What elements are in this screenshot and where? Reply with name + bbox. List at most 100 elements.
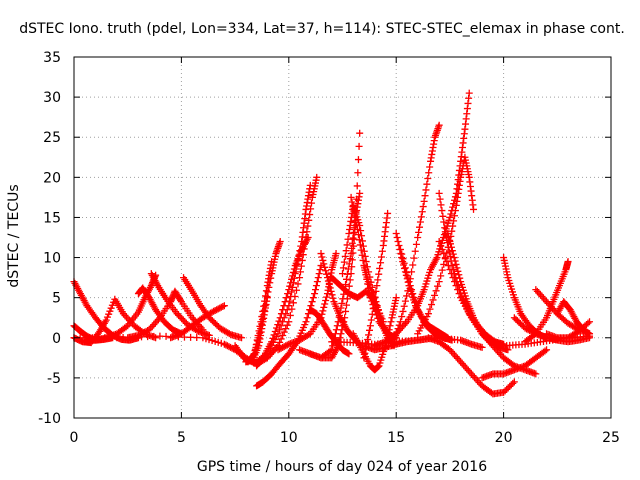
data-point bbox=[372, 287, 380, 295]
data-point bbox=[199, 334, 207, 342]
data-point bbox=[392, 294, 400, 302]
data-point bbox=[398, 250, 406, 258]
data-point bbox=[331, 330, 339, 338]
data-point bbox=[348, 198, 356, 206]
y-tick-label: -5 bbox=[47, 371, 61, 387]
data-point bbox=[216, 304, 224, 312]
data-point bbox=[276, 238, 284, 246]
data-point bbox=[450, 217, 458, 225]
data-point bbox=[308, 298, 316, 306]
data-point bbox=[344, 235, 352, 243]
data-point bbox=[307, 205, 315, 213]
data-point bbox=[276, 345, 284, 353]
data-point bbox=[370, 299, 378, 307]
data-point bbox=[448, 227, 456, 235]
data-point bbox=[446, 236, 454, 244]
data-point bbox=[193, 326, 201, 334]
data-point bbox=[451, 207, 459, 215]
data-point bbox=[366, 326, 374, 334]
data-point bbox=[95, 334, 103, 342]
x-tick-label: 5 bbox=[177, 430, 186, 446]
data-point bbox=[335, 313, 343, 321]
data-point bbox=[446, 266, 454, 274]
data-point bbox=[293, 260, 301, 268]
data-point bbox=[181, 318, 189, 326]
data-point bbox=[410, 254, 418, 262]
data-point bbox=[300, 245, 308, 253]
data-point bbox=[223, 342, 231, 350]
data-point bbox=[356, 241, 364, 249]
x-tick-label: 20 bbox=[495, 430, 513, 446]
data-point bbox=[417, 213, 425, 221]
data-point bbox=[277, 344, 285, 352]
data-point bbox=[432, 287, 440, 295]
data-point bbox=[179, 316, 187, 324]
data-point bbox=[323, 270, 331, 278]
data-point bbox=[399, 307, 407, 315]
data-point bbox=[332, 250, 340, 258]
data-point bbox=[328, 291, 336, 299]
data-point bbox=[438, 246, 446, 254]
data-point bbox=[314, 274, 322, 282]
data-point bbox=[259, 311, 267, 319]
data-point bbox=[217, 339, 225, 347]
data-point bbox=[214, 338, 222, 346]
data-point bbox=[280, 314, 288, 322]
data-point bbox=[265, 283, 273, 291]
data-point bbox=[285, 302, 293, 310]
data-point bbox=[168, 333, 176, 341]
data-point bbox=[487, 389, 495, 397]
data-point bbox=[312, 282, 320, 290]
data-point bbox=[422, 186, 430, 194]
data-point bbox=[313, 173, 321, 181]
data-point bbox=[449, 222, 457, 230]
data-point bbox=[205, 336, 213, 344]
data-point bbox=[329, 294, 337, 302]
data-point bbox=[445, 233, 453, 241]
data-point bbox=[345, 350, 353, 358]
data-point bbox=[356, 189, 364, 197]
data-point bbox=[306, 211, 314, 219]
data-point bbox=[262, 297, 270, 305]
data-point bbox=[414, 234, 422, 241]
data-point bbox=[347, 193, 355, 201]
data-point bbox=[399, 255, 407, 263]
x-axis-label: GPS time / hours of day 024 of year 2016 bbox=[197, 459, 487, 475]
data-point bbox=[305, 216, 313, 224]
data-point bbox=[451, 212, 459, 220]
data-point bbox=[368, 310, 376, 318]
data-point bbox=[353, 221, 361, 229]
data-point bbox=[452, 260, 460, 268]
data-point bbox=[365, 331, 373, 339]
data-point bbox=[439, 212, 447, 220]
series-pass-17 bbox=[253, 262, 325, 390]
data-point bbox=[504, 346, 512, 354]
data-point bbox=[283, 341, 291, 349]
data-point bbox=[527, 327, 535, 335]
axes: 0 5 10 15 20 25 -10 -5 0 5 10 15 20 25 30 35 bbox=[38, 50, 620, 446]
data-point bbox=[150, 332, 158, 340]
data-point bbox=[321, 300, 329, 308]
data-point bbox=[343, 241, 351, 249]
data-point bbox=[543, 346, 551, 354]
data-point bbox=[274, 346, 282, 354]
data-point bbox=[408, 286, 416, 294]
data-point bbox=[174, 333, 182, 341]
data-point bbox=[266, 279, 274, 287]
data-point bbox=[319, 256, 327, 264]
data-point bbox=[445, 248, 453, 256]
data-point bbox=[277, 335, 285, 343]
data-point bbox=[258, 315, 266, 323]
data-point bbox=[308, 199, 316, 207]
data-point bbox=[305, 331, 313, 339]
data-point bbox=[325, 280, 333, 288]
data-point bbox=[450, 254, 458, 262]
data-point bbox=[398, 313, 406, 321]
data-point bbox=[342, 275, 350, 283]
data-point bbox=[376, 264, 384, 272]
data-point bbox=[288, 283, 296, 291]
series-pass-40 bbox=[478, 346, 551, 382]
data-point bbox=[470, 205, 478, 213]
data-point bbox=[401, 297, 409, 305]
data-point bbox=[342, 301, 350, 309]
